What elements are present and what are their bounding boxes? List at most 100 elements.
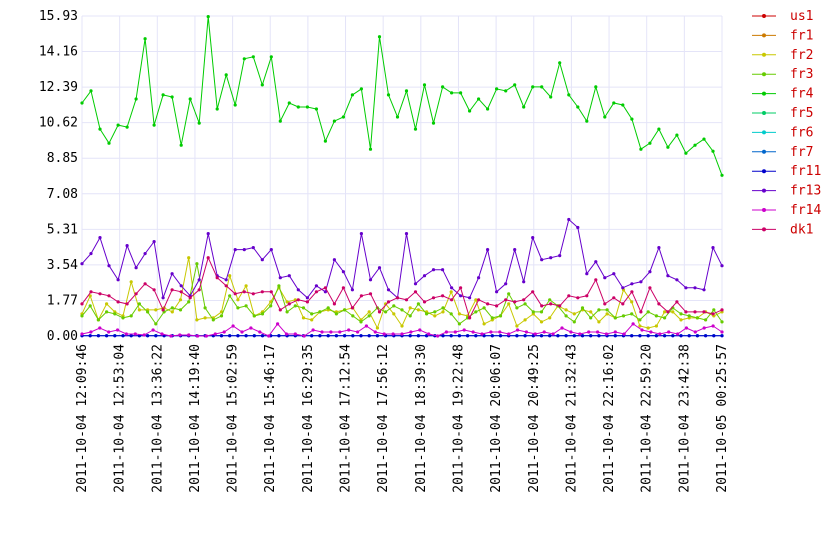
data-point-fr3 [244,304,248,308]
data-point-fr14 [613,330,617,334]
data-point-dk1 [486,302,490,306]
data-point-fr4 [269,55,273,59]
data-point-fr13 [341,270,345,274]
data-point-fr3 [425,312,429,316]
data-point-fr13 [287,274,291,278]
data-point-fr3 [712,308,716,312]
data-point-fr4 [143,37,147,41]
data-point-fr2 [482,322,486,326]
legend-marker-fr5 [762,111,766,115]
legend-label-fr4: fr4 [790,87,814,102]
data-point-fr3 [228,294,232,298]
data-point-dk1 [233,292,237,296]
legend-marker-fr11 [762,169,766,174]
data-point-fr2 [433,314,437,318]
data-point-dk1 [594,278,598,282]
data-point-fr3 [367,314,371,318]
data-point-dk1 [513,300,517,304]
data-point-fr13 [441,268,445,272]
data-point-fr3 [392,304,396,308]
data-point-fr4 [359,87,363,91]
data-point-dk1 [269,290,273,294]
data-point-fr11 [646,334,650,338]
data-point-dk1 [702,310,706,314]
data-point-fr13 [296,288,300,292]
data-point-fr14 [284,332,288,336]
data-point-fr13 [143,252,147,256]
data-point-fr4 [540,85,544,89]
legend-label-fr1: fr1 [790,28,813,43]
data-point-fr4 [693,143,697,147]
data-point-dk1 [314,290,318,294]
data-point-fr3 [88,304,92,308]
data-point-fr14 [667,330,671,334]
data-point-fr4 [350,93,354,97]
data-point-fr14 [427,332,431,336]
data-point-dk1 [531,290,535,294]
data-point-dk1 [558,304,562,308]
x-tick-label: 2011-10-04 15:02:59 [226,344,241,493]
data-point-dk1 [188,296,192,300]
data-point-dk1 [468,316,472,320]
data-point-fr13 [152,240,156,244]
data-point-fr4 [639,147,643,151]
data-point-fr4 [567,93,571,97]
data-point-fr2 [228,274,232,278]
data-point-fr14 [658,332,662,336]
data-point-fr14 [373,330,377,334]
data-point-fr11 [482,334,486,338]
data-point-fr3 [515,306,519,310]
data-point-fr3 [679,312,683,316]
data-point-fr14 [462,328,466,332]
data-point-fr4 [675,133,679,137]
data-point-fr13 [648,270,652,274]
legend-marker-us1 [762,14,766,18]
data-point-fr4 [215,107,219,111]
data-point-fr13 [314,284,318,288]
data-point-fr11 [228,334,232,338]
data-point-fr4 [368,147,373,151]
legend-marker-fr7 [762,149,766,154]
data-point-dk1 [693,310,697,314]
data-point-fr3 [523,302,527,306]
data-point-fr3 [564,314,568,318]
data-point-fr3 [441,306,445,310]
data-point-fr13 [377,266,382,270]
data-point-fr14 [142,333,146,337]
data-point-dk1 [666,310,670,314]
data-point-fr3 [695,316,700,320]
data-point-fr4 [459,91,463,95]
x-tick-label: 2011-10-04 19:22:48 [451,344,466,493]
data-point-dk1 [89,290,93,294]
data-point-fr11 [474,334,478,338]
x-tick-label: 2011-10-04 13:36:22 [150,344,165,493]
legend-label-fr6: fr6 [790,125,813,140]
data-point-fr3 [301,306,306,310]
data-point-fr14 [116,328,120,332]
data-point-fr3 [457,322,461,326]
data-point-fr14 [516,328,520,332]
data-point-fr13 [197,278,201,282]
data-point-fr11 [310,334,314,338]
data-point-dk1 [450,298,454,302]
data-point-fr4 [116,123,120,127]
y-tick-label: 0.00 [47,329,78,344]
data-point-fr13 [98,236,102,240]
data-point-dk1 [684,310,688,314]
data-point-fr14 [578,332,582,336]
data-point-dk1 [152,288,156,292]
x-tick-label: 2011-10-04 21:32:43 [564,344,579,493]
data-point-dk1 [413,290,418,294]
data-point-dk1 [134,292,138,296]
grid [81,15,723,337]
data-point-fr3 [580,306,585,310]
data-point-fr13 [368,278,373,282]
data-point-fr3 [613,316,617,320]
data-point-fr13 [486,248,490,252]
data-point-fr4 [377,35,382,39]
legend-label-dk1: dk1 [790,222,813,237]
data-point-dk1 [341,286,345,290]
data-point-fr13 [413,282,418,286]
data-point-fr14 [524,330,529,334]
